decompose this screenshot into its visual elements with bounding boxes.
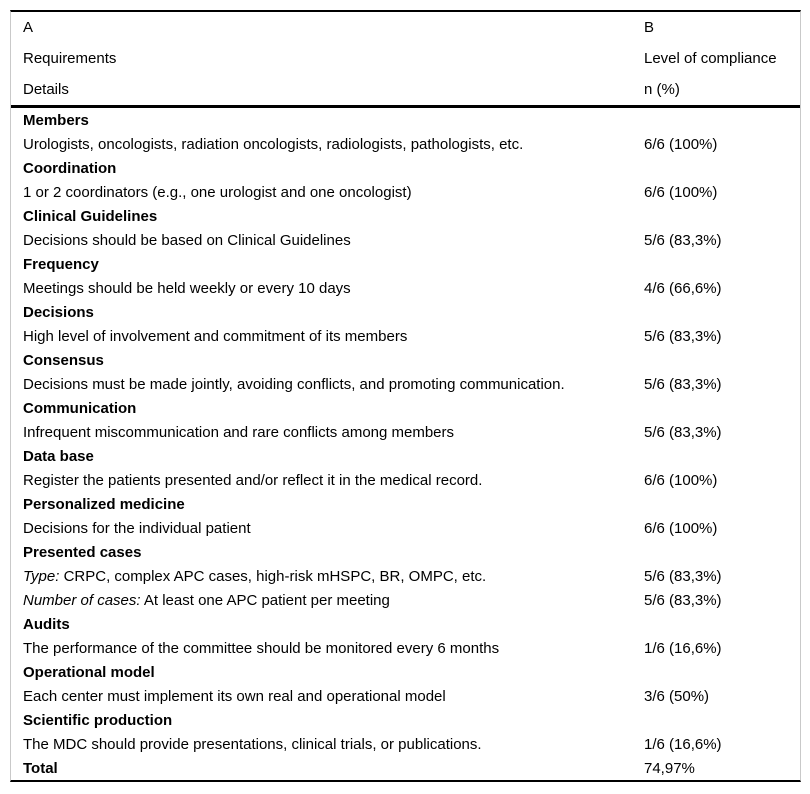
section-row-personalized-medicine: Personalized medicine bbox=[11, 492, 800, 516]
section-row-frequency: Frequency bbox=[11, 252, 800, 276]
header-line-2: Requirements Level of compliance bbox=[11, 43, 800, 74]
compliance-value: 3/6 (50%) bbox=[644, 687, 710, 705]
compliance-value: 5/6 (83,3%) bbox=[644, 375, 722, 393]
requirement-detail: Urologists, oncologists, radiation oncol… bbox=[23, 135, 524, 153]
requirement-detail: The performance of the committee should … bbox=[23, 639, 500, 657]
section-title: Communication bbox=[23, 399, 137, 417]
requirement-detail: At least one APC patient per meeting bbox=[140, 591, 390, 609]
section-row-operational-model: Operational model bbox=[11, 660, 800, 684]
section-title: Frequency bbox=[23, 255, 99, 273]
compliance-value: 6/6 (100%) bbox=[644, 135, 718, 153]
compliance-value: 1/6 (16,6%) bbox=[644, 639, 722, 657]
detail-row: Decisions should be based on Clinical Gu… bbox=[11, 228, 800, 252]
compliance-table: A B Requirements Level of compliance Det… bbox=[10, 10, 801, 782]
detail-row: The MDC should provide presentations, cl… bbox=[11, 732, 800, 756]
section-row-audits: Audits bbox=[11, 612, 800, 636]
section-title: Coordination bbox=[23, 159, 117, 177]
detail-row-number-of-cases: Number of cases: At least one APC patien… bbox=[11, 588, 800, 612]
compliance-value: 4/6 (66,6%) bbox=[644, 279, 722, 297]
compliance-value: 6/6 (100%) bbox=[644, 471, 718, 489]
compliance-value: 5/6 (83,3%) bbox=[644, 231, 722, 249]
requirement-detail: Each center must implement its own real … bbox=[23, 687, 446, 705]
detail-row: Meetings should be held weekly or every … bbox=[11, 276, 800, 300]
header-col-a-letter: A bbox=[23, 19, 34, 36]
header-col-b-title: Level of compliance bbox=[644, 50, 777, 67]
section-title: Audits bbox=[23, 615, 70, 633]
header-col-b-letter: B bbox=[644, 19, 655, 36]
section-title: Presented cases bbox=[23, 543, 142, 561]
requirement-detail: The MDC should provide presentations, cl… bbox=[23, 735, 482, 753]
detail-row: Urologists, oncologists, radiation oncol… bbox=[11, 132, 800, 156]
section-title: Data base bbox=[23, 447, 94, 465]
header-col-b-subtitle: n (%) bbox=[644, 81, 680, 98]
detail-row: Register the patients presented and/or r… bbox=[11, 468, 800, 492]
table-body: Members Urologists, oncologists, radiati… bbox=[11, 108, 800, 780]
compliance-value: 6/6 (100%) bbox=[644, 183, 718, 201]
detail-lead-italic: Type: bbox=[23, 567, 60, 585]
requirement-detail: High level of involvement and commitment… bbox=[23, 327, 408, 345]
section-row-coordination: Coordination bbox=[11, 156, 800, 180]
detail-row: Decisions must be made jointly, avoiding… bbox=[11, 372, 800, 396]
section-row-decisions: Decisions bbox=[11, 300, 800, 324]
section-row-presented-cases: Presented cases bbox=[11, 540, 800, 564]
section-title: Personalized medicine bbox=[23, 495, 185, 513]
compliance-value: 5/6 (83,3%) bbox=[644, 423, 722, 441]
total-label: Total bbox=[23, 759, 58, 777]
requirement-detail: Infrequent miscommunication and rare con… bbox=[23, 423, 455, 441]
requirement-detail: Meetings should be held weekly or every … bbox=[23, 279, 351, 297]
compliance-value: 6/6 (100%) bbox=[644, 519, 718, 537]
section-title: Clinical Guidelines bbox=[23, 207, 158, 225]
detail-row: The performance of the committee should … bbox=[11, 636, 800, 660]
section-title: Members bbox=[23, 111, 89, 129]
section-row-communication: Communication bbox=[11, 396, 800, 420]
requirement-detail: Register the patients presented and/or r… bbox=[23, 471, 483, 489]
requirement-detail: Decisions should be based on Clinical Gu… bbox=[23, 231, 351, 249]
header-col-a-title: Requirements bbox=[23, 50, 117, 67]
detail-row: Infrequent miscommunication and rare con… bbox=[11, 420, 800, 444]
header-line-3: Details n (%) bbox=[11, 74, 800, 105]
compliance-value: 5/6 (83,3%) bbox=[644, 567, 722, 585]
section-row-data-base: Data base bbox=[11, 444, 800, 468]
section-title: Scientific production bbox=[23, 711, 173, 729]
section-title: Decisions bbox=[23, 303, 94, 321]
requirement-detail: Decisions for the individual patient bbox=[23, 519, 251, 537]
section-row-clinical-guidelines: Clinical Guidelines bbox=[11, 204, 800, 228]
requirement-detail: 1 or 2 coordinators (e.g., one urologist… bbox=[23, 183, 412, 201]
requirement-detail: Decisions must be made jointly, avoiding… bbox=[23, 375, 565, 393]
header-line-1: A B bbox=[11, 12, 800, 43]
section-title: Consensus bbox=[23, 351, 104, 369]
total-row: Total 74,97% bbox=[11, 756, 800, 780]
section-row-scientific-production: Scientific production bbox=[11, 708, 800, 732]
section-row-consensus: Consensus bbox=[11, 348, 800, 372]
detail-row: Decisions for the individual patient 6/6… bbox=[11, 516, 800, 540]
detail-row-type: Type: CRPC, complex APC cases, high-risk… bbox=[11, 564, 800, 588]
compliance-value: 5/6 (83,3%) bbox=[644, 591, 722, 609]
header-col-a-subtitle: Details bbox=[23, 81, 69, 98]
detail-lead-italic: Number of cases: bbox=[23, 591, 141, 609]
compliance-value: 1/6 (16,6%) bbox=[644, 735, 722, 753]
requirement-detail: CRPC, complex APC cases, high-risk mHSPC… bbox=[59, 567, 487, 585]
table-header: A B Requirements Level of compliance Det… bbox=[11, 12, 800, 108]
section-title: Operational model bbox=[23, 663, 155, 681]
detail-row: 1 or 2 coordinators (e.g., one urologist… bbox=[11, 180, 800, 204]
total-value: 74,97% bbox=[644, 759, 695, 777]
section-row-members: Members bbox=[11, 108, 800, 132]
detail-row: Each center must implement its own real … bbox=[11, 684, 800, 708]
detail-row: High level of involvement and commitment… bbox=[11, 324, 800, 348]
compliance-value: 5/6 (83,3%) bbox=[644, 327, 722, 345]
